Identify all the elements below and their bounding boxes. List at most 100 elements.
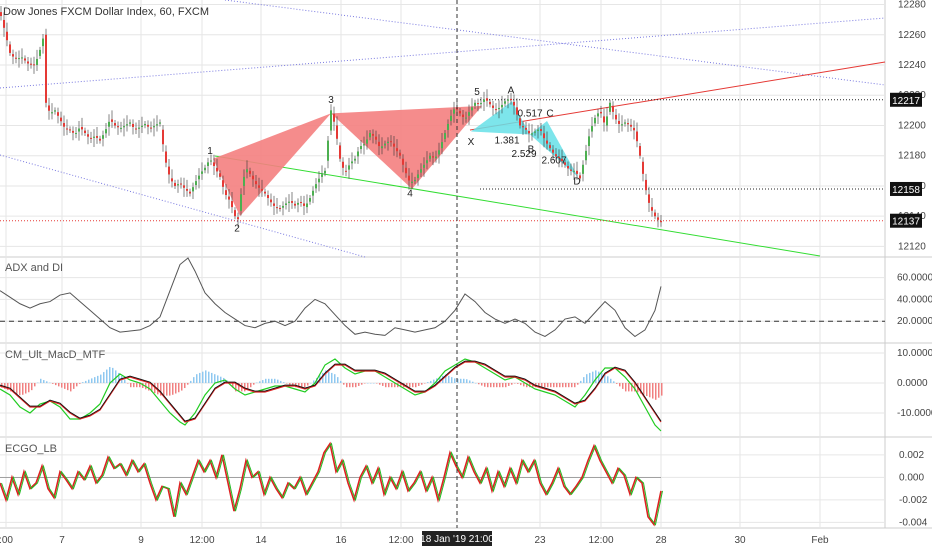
macd-histogram-bar: [253, 383, 255, 385]
macd-histogram-bar: [322, 372, 324, 383]
macd-histogram-bar: [643, 383, 645, 395]
macd-histogram-bar: [520, 383, 522, 386]
macd-histogram-bar: [307, 383, 309, 386]
macd-histogram-bar: [118, 372, 120, 383]
candle-body: [462, 114, 464, 118]
candle-body: [360, 146, 362, 150]
macd-histogram-bar: [25, 383, 27, 394]
candle-body: [117, 126, 119, 128]
macd-histogram-bar: [190, 380, 192, 383]
candle-body: [621, 124, 623, 126]
macd-histogram-bar: [214, 374, 216, 383]
candle-body: [513, 101, 515, 106]
candle-body: [570, 169, 572, 171]
candle-body: [381, 146, 383, 149]
candle-body: [132, 123, 134, 127]
macd-histogram-bar: [589, 372, 591, 383]
macd-histogram-bar: [565, 383, 567, 388]
candle-body: [405, 167, 407, 174]
x-tick-label: 28: [655, 535, 667, 546]
macd-histogram-bar: [547, 383, 549, 388]
macd-histogram-bar: [262, 380, 264, 383]
candle-body: [453, 109, 455, 114]
macd-histogram-bar: [358, 383, 360, 386]
macd-histogram-bar: [193, 377, 195, 383]
candle-body: [348, 165, 350, 170]
macd-histogram-bar: [61, 383, 63, 388]
candle-body: [357, 151, 359, 157]
candle-body: [249, 170, 251, 174]
candle-body: [408, 175, 410, 181]
macd-histogram-bar: [112, 367, 114, 383]
candle-body: [39, 49, 41, 56]
adx-tick-label: 60.0000: [897, 273, 932, 284]
candle-body: [492, 105, 494, 108]
macd-histogram-bar: [409, 383, 411, 388]
macd-tick-label: 0.0000: [897, 378, 928, 389]
candle-body: [138, 127, 140, 129]
macd-histogram-bar: [244, 383, 246, 392]
ecgo-tick-label: -0.002: [899, 495, 928, 506]
macd-plot: [0, 358, 663, 432]
ecgo-tick-label: 0.000: [899, 472, 924, 483]
candle-body: [126, 124, 128, 126]
candle-body: [333, 114, 335, 122]
candle-body: [303, 203, 305, 206]
candle-body: [114, 123, 116, 126]
candle-body: [642, 161, 644, 174]
macd-histogram-bar: [427, 382, 429, 383]
candle-body: [210, 160, 212, 162]
candle-body: [48, 105, 50, 111]
macd-histogram-bar: [661, 383, 663, 396]
candle-body: [498, 107, 500, 110]
macd-histogram-bar: [46, 381, 48, 383]
candle-body: [174, 182, 176, 186]
candle-body: [252, 175, 254, 180]
macd-histogram-bar: [331, 372, 333, 383]
candle-body: [69, 129, 71, 131]
candle-body: [108, 121, 110, 127]
macd-histogram-bar: [55, 383, 57, 386]
candle-body: [237, 217, 239, 220]
candle-body: [489, 101, 491, 105]
candle-body: [447, 123, 449, 131]
candle-body: [282, 205, 284, 208]
price-tag-box: [890, 92, 922, 107]
candle-body: [147, 124, 149, 127]
macd-histogram-bar: [355, 383, 357, 388]
candle-body: [144, 123, 146, 126]
candle-body: [255, 181, 257, 185]
macd-histogram-bar: [646, 383, 648, 397]
macd-histogram-bar: [400, 383, 402, 388]
candle-body: [354, 158, 356, 161]
price-tick-label: 12180: [898, 151, 926, 162]
macd-histogram-bar: [247, 383, 249, 390]
candle-body: [624, 122, 626, 124]
candle-body: [603, 116, 605, 123]
candle-body: [516, 107, 518, 115]
macd-histogram-bar: [85, 380, 87, 383]
macd-histogram-bar: [388, 383, 390, 388]
candle-body: [561, 158, 563, 162]
macd-histogram-bar: [577, 383, 579, 385]
macd-histogram-bar: [304, 383, 306, 388]
candle-body: [279, 208, 281, 210]
red-trendline: [469, 61, 886, 131]
price-tick-label: 12200: [898, 120, 926, 131]
macd-histogram-bar: [430, 380, 432, 383]
candle-body: [297, 202, 299, 205]
candle-body: [579, 175, 581, 179]
macd-histogram-bar: [19, 383, 21, 396]
macd-histogram-bar: [376, 383, 378, 384]
candle-body: [159, 122, 161, 124]
candle-body: [567, 165, 569, 169]
macd-histogram-bar: [220, 376, 222, 383]
macd-histogram-bar: [334, 374, 336, 383]
macd-histogram-bar: [64, 383, 66, 389]
candle-body: [54, 110, 56, 112]
candle-body: [12, 54, 14, 57]
pattern-label: X: [468, 137, 475, 148]
crosshair-time-label: 18 Jan '19 21:00: [420, 534, 494, 545]
candle-body: [72, 130, 74, 133]
